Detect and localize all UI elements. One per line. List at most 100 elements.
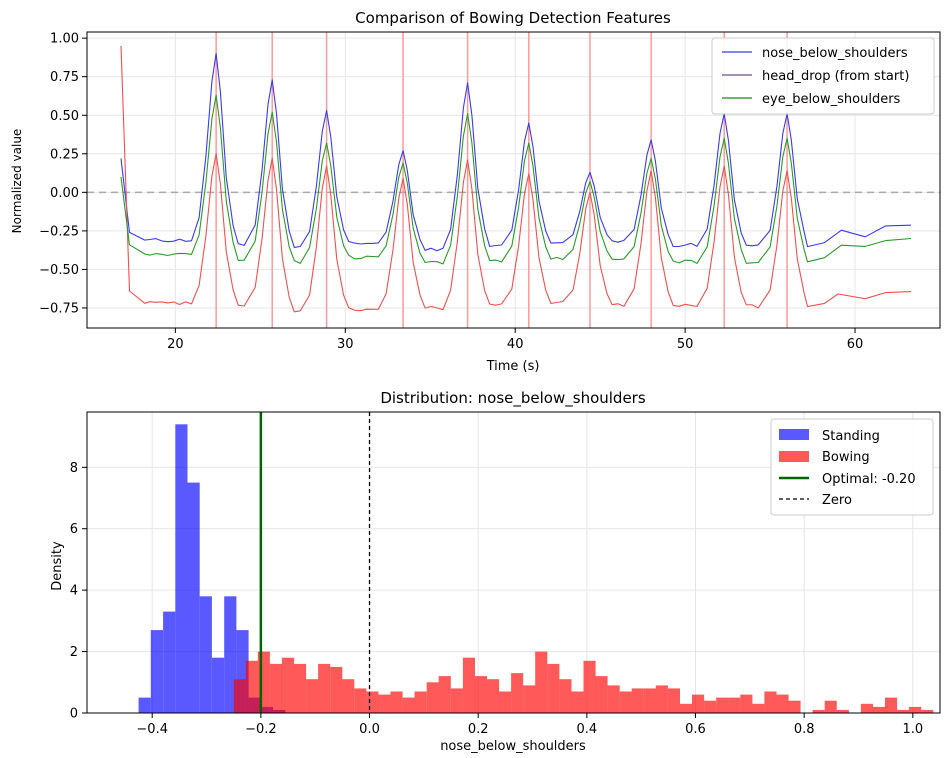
bar-bowing (281, 657, 294, 713)
bar-standing (224, 596, 237, 713)
line-chart-title: Comparison of Bowing Detection Features (355, 9, 671, 27)
bar-bowing (716, 697, 729, 713)
y-tick-label: 4 (70, 584, 78, 599)
bar-bowing (860, 703, 873, 713)
x-tick-label: 0.4 (577, 722, 598, 737)
x-tick-label: 0.8 (794, 722, 815, 737)
legend-swatch-standing (779, 429, 809, 440)
bar-bowing (836, 709, 849, 713)
line-chart-xlabel: Time (s) (486, 359, 540, 374)
bar-bowing (499, 691, 512, 713)
histogram-y-ticks: 0 2 4 6 8 (70, 461, 87, 722)
y-tick-label: −0.50 (39, 263, 79, 278)
series-line-1 (120, 45, 912, 313)
bar-bowing (366, 691, 379, 713)
histogram-bars (138, 424, 934, 713)
bar-bowing (571, 691, 584, 713)
bar-bowing (704, 700, 717, 713)
bar-standing (212, 657, 225, 713)
x-tick-label: 0.2 (468, 722, 489, 737)
bar-bowing (764, 691, 777, 713)
bar-bowing (450, 688, 463, 713)
histogram-frame (86, 411, 941, 714)
histogram-ylabel: Density (50, 541, 65, 591)
histogram-title: Distribution: nose_below_shoulders (380, 389, 646, 408)
bar-bowing (535, 651, 548, 713)
legend-box (711, 37, 935, 115)
x-tick-label: 1.0 (902, 722, 923, 737)
series-line-0 (120, 53, 912, 252)
bar-bowing (824, 700, 837, 713)
bar-bowing (655, 685, 668, 713)
bar-bowing (897, 709, 910, 713)
y-tick-label: 0 (70, 707, 78, 722)
y-tick-label: 0.50 (50, 109, 79, 124)
x-tick-label: 0.0 (359, 722, 380, 737)
bar-bowing (547, 663, 560, 713)
x-tick-label: 50 (677, 337, 694, 352)
histogram-xlabel: nose_below_shoulders (440, 739, 586, 754)
bar-bowing (885, 697, 898, 713)
bar-bowing (752, 703, 765, 713)
histogram-panel: Distribution: nose_below_shoulders Densi… (50, 389, 941, 754)
x-tick-label: −0.4 (136, 722, 168, 737)
bar-bowing (342, 679, 355, 713)
x-tick-label: −0.2 (245, 722, 277, 737)
line-series-group (120, 45, 912, 313)
y-tick-label: 0.75 (50, 70, 79, 85)
y-tick-label: 0.25 (50, 147, 79, 162)
bar-standing (163, 611, 176, 713)
legend-label-standing: Standing (822, 429, 880, 444)
x-tick-label: 20 (167, 337, 184, 352)
bar-bowing (607, 685, 620, 713)
line-chart-panel: Comparison of Bowing Detection Features … (10, 9, 941, 374)
legend-label-eye: eye_below_shoulders (762, 92, 901, 107)
bar-bowing (667, 688, 680, 713)
bar-bowing (245, 660, 258, 713)
bar-bowing (873, 706, 886, 713)
bar-bowing (294, 663, 307, 713)
bar-bowing (474, 676, 487, 713)
bar-bowing (402, 697, 415, 713)
bar-bowing (559, 679, 572, 713)
series-line-2 (120, 94, 912, 265)
y-tick-label: −0.25 (39, 224, 79, 239)
line-chart-legend: nose_below_shoulders head_drop (from sta… (711, 37, 935, 115)
bar-bowing (812, 709, 825, 713)
bar-bowing (921, 709, 934, 713)
bar-bowing (595, 676, 608, 713)
histogram-x-ticks: −0.4 −0.2 0.0 0.2 0.4 0.6 0.8 1.0 (136, 713, 923, 737)
y-tick-label: 6 (70, 522, 78, 537)
line-chart-frame (86, 31, 941, 329)
bar-bowing (233, 679, 246, 713)
x-tick-label: 30 (337, 337, 354, 352)
bar-bowing (740, 694, 753, 713)
bar-bowing (511, 673, 524, 713)
bar-bowing (692, 694, 705, 713)
line-chart-x-ticks: 20 30 40 50 60 (167, 328, 863, 352)
line-chart-y-ticks: −0.75 −0.50 −0.25 0.00 0.25 0.50 0.75 1.00 (39, 32, 87, 316)
bar-bowing (378, 694, 391, 713)
bar-bowing (318, 663, 331, 713)
bar-bowing (487, 679, 500, 713)
y-tick-label: −0.75 (39, 301, 79, 316)
bar-standing (150, 630, 163, 713)
bar-bowing (728, 697, 741, 713)
legend-swatch-bowing (779, 451, 809, 462)
bar-bowing (330, 666, 343, 713)
legend-label-zero: Zero (822, 493, 852, 508)
legend-label-nose: nose_below_shoulders (762, 46, 908, 61)
y-tick-label: 8 (70, 461, 78, 476)
bar-bowing (438, 676, 451, 713)
bar-bowing (776, 694, 789, 713)
bar-bowing (643, 688, 656, 713)
histogram-legend: Standing Bowing Optimal: -0.20 Zero (770, 418, 934, 516)
bar-bowing (426, 682, 439, 713)
bar-standing (175, 424, 188, 713)
x-tick-label: 60 (847, 337, 864, 352)
y-tick-label: 0.00 (50, 186, 79, 201)
line-chart-ylabel: Normalized value (10, 129, 24, 234)
x-tick-label: 0.6 (685, 722, 706, 737)
bar-bowing (788, 700, 801, 713)
bar-bowing (414, 691, 427, 713)
